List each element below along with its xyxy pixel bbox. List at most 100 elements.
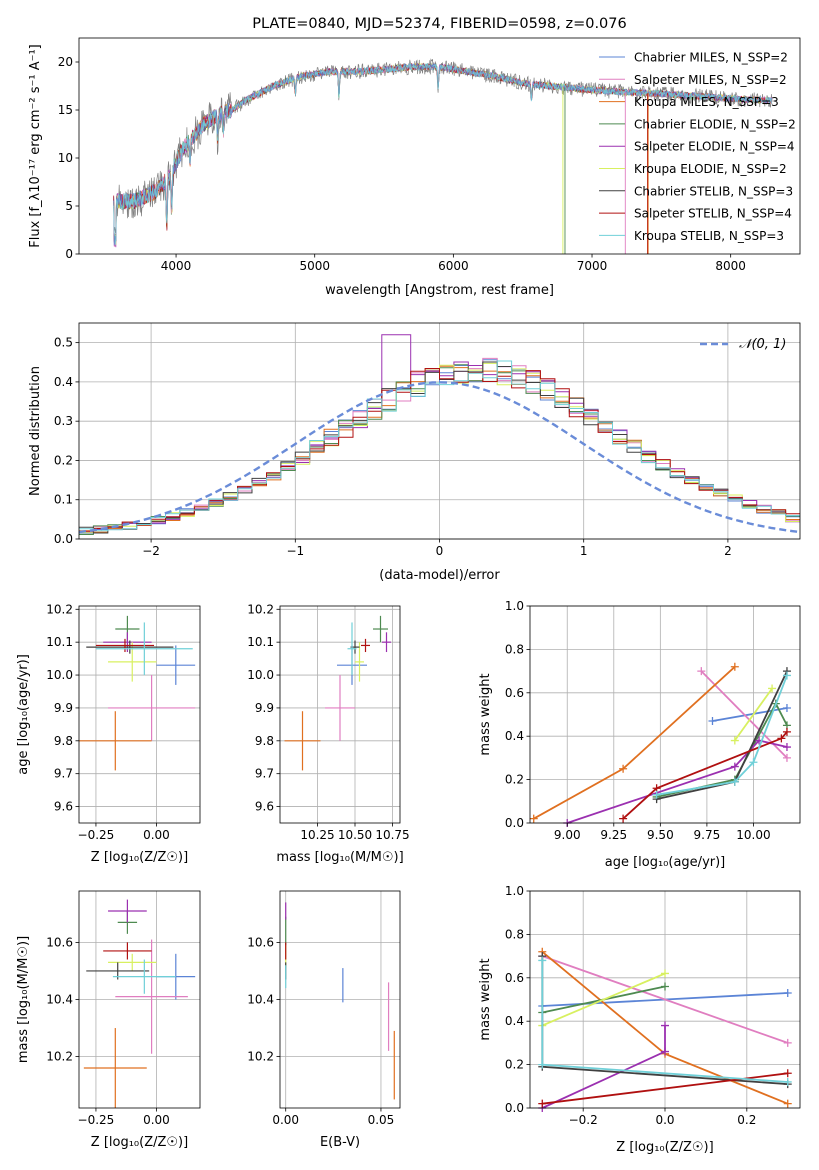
y-tick-label: 10.0 xyxy=(247,668,274,682)
x-tick-label: 0.00 xyxy=(143,1113,170,1127)
chart-age_vs_Z: −0.25 0.00 9.6 9.7 9.8 9.9 10.0 10.1 10.2 Z [log₁… xyxy=(16,602,201,865)
y-tick-label: 10.2 xyxy=(247,1050,274,1064)
x-axis-label: age [log₁₀(age/yr)] xyxy=(605,855,726,870)
y-tick-label: 9.8 xyxy=(255,734,274,748)
x-tick-label: 10.75 xyxy=(375,828,409,842)
y-tick-label: 9.6 xyxy=(54,800,73,814)
x-axis-label: (data-model)/error xyxy=(379,568,500,583)
y-tick-label: 0.4 xyxy=(505,1014,524,1028)
series-marker-kroupa_miles xyxy=(619,764,628,773)
y-axis-label: mass [log₁₀(M/M☉)] xyxy=(16,936,31,1063)
series-marker-chabrier_elodie xyxy=(661,982,669,991)
y-tick-label: 9.7 xyxy=(255,767,274,781)
chart-mass_vs_EBV: 0.00 0.05 10.2 10.4 10.6 E(B-V) xyxy=(247,890,401,1150)
x-tick-label: 0.2 xyxy=(737,1113,756,1127)
y-tick-label: 0.4 xyxy=(54,375,73,389)
series-marker-salpeter_miles xyxy=(783,1038,792,1047)
y-tick-label: 0 xyxy=(65,247,73,261)
x-axis-label: wavelength [Angstrom, rest frame] xyxy=(325,283,554,298)
x-tick-label: 0.00 xyxy=(272,1113,299,1127)
x-tick-label: 8000 xyxy=(715,259,746,273)
legend-label: Salpeter STELIB, N_SSP=4 xyxy=(634,207,792,221)
y-tick-label: 10.2 xyxy=(46,1050,73,1064)
x-axis-label: Z [log₁₀(Z/Z☉)] xyxy=(91,850,188,865)
x-tick-label: 7000 xyxy=(577,259,608,273)
x-tick-label: 2 xyxy=(724,544,732,558)
y-axis-label: Flux [f_λ10⁻¹⁷ erg cm⁻² s⁻¹ A⁻¹] xyxy=(28,44,43,248)
x-tick-label: 5000 xyxy=(299,259,330,273)
series-line-kroupa_elodie xyxy=(734,687,773,742)
series-marker-chabrier_miles xyxy=(782,703,791,712)
histogram-salpeter_stelib xyxy=(79,368,800,532)
series-marker-salpeter_stelib xyxy=(777,734,786,743)
series-marker-chabrier_miles xyxy=(783,988,792,997)
y-tick-label: 10.4 xyxy=(247,993,274,1007)
y-tick-label: 10.4 xyxy=(46,993,73,1007)
y-tick-label: 0.0 xyxy=(54,532,73,546)
y-tick-label: 0.5 xyxy=(54,336,73,350)
series-marker-salpeter_stelib xyxy=(619,814,628,823)
series-line-chabrier_elodie xyxy=(656,701,788,798)
x-tick-label: 10.50 xyxy=(338,828,372,842)
series-marker-kroupa_stelib xyxy=(652,790,661,799)
model-spectrum-salpeter_stelib xyxy=(113,63,773,242)
chart-title: PLATE=0840, MJD=52374, FIBERID=0598, z=0… xyxy=(252,16,626,32)
y-tick-label: 9.9 xyxy=(54,701,73,715)
series-marker-salpeter_elodie xyxy=(661,1021,669,1030)
y-axis-label: mass weight xyxy=(478,673,493,755)
x-tick-label: −2 xyxy=(142,544,160,558)
chart-spectrum: 4000 5000 6000 7000 8000 0 5 10 15 20 PLATE=0840, … xyxy=(28,16,801,298)
histogram-kroupa_stelib xyxy=(79,360,800,532)
series-marker-kroupa_elodie xyxy=(661,969,669,978)
y-tick-label: 0.6 xyxy=(505,686,524,700)
series-marker-kroupa_stelib xyxy=(783,1077,792,1086)
x-tick-label: 4000 xyxy=(161,259,192,273)
legend-label: Chabrier MILES, N_SSP=2 xyxy=(634,51,788,65)
x-axis-label: E(B-V) xyxy=(320,1135,360,1150)
y-tick-label: 0.8 xyxy=(505,927,524,941)
y-tick-label: 0.4 xyxy=(505,729,524,743)
legend-label: Chabrier STELIB, N_SSP=3 xyxy=(634,184,793,198)
x-axis-label: Z [log₁₀(Z/Z☉)] xyxy=(91,1135,188,1150)
x-tick-label: 0 xyxy=(436,544,444,558)
histogram-salpeter_elodie xyxy=(79,334,800,533)
legend-label: Kroupa MILES, N_SSP=3 xyxy=(634,95,779,109)
x-tick-label: 0.00 xyxy=(143,828,170,842)
chart-weight_vs_age: 9.00 9.25 9.50 9.75 10.00 0.0 0.2 0.4 0.6 0.8 1.0 a… xyxy=(478,599,801,870)
series-line-kroupa_elodie xyxy=(541,972,666,1027)
y-tick-label: 0.2 xyxy=(54,453,73,467)
legend-label-normal: 𝒩(0, 1) xyxy=(739,337,786,352)
y-tick-label: 10.6 xyxy=(46,935,73,949)
y-tick-label: 9.6 xyxy=(255,800,274,814)
y-tick-label: 9.9 xyxy=(255,701,274,715)
x-tick-label: −0.25 xyxy=(78,1113,115,1127)
series-marker-chabrier_miles xyxy=(708,717,717,726)
series-marker-kroupa_miles xyxy=(783,1099,792,1108)
y-tick-label: 9.8 xyxy=(54,734,73,748)
y-tick-label: 10.1 xyxy=(46,635,73,649)
y-tick-label: 0.2 xyxy=(505,773,524,787)
series-line-salpeter_stelib xyxy=(622,731,788,820)
y-tick-label: 0.3 xyxy=(54,414,73,428)
x-tick-label: 6000 xyxy=(438,259,469,273)
chart-residuals: −2 −1 0 1 2 0.0 0.1 0.2 0.3 0.4 0.5 𝒩(0, 1) (data-mo… xyxy=(28,322,801,583)
y-tick-label: 10 xyxy=(58,151,73,165)
series-line-salpeter_elodie xyxy=(566,739,788,824)
series-marker-salpeter_miles xyxy=(697,667,706,676)
y-tick-label: 20 xyxy=(58,55,73,69)
normal-reference-curve xyxy=(78,381,801,534)
axes-frame xyxy=(78,605,201,824)
y-tick-label: 0.2 xyxy=(505,1058,524,1072)
x-tick-label: 9.25 xyxy=(600,828,627,842)
x-tick-label: 10.25 xyxy=(300,828,334,842)
y-tick-label: 0.0 xyxy=(505,816,524,830)
legend: Chabrier MILES, N_SSP=2 Salpeter MILES, N… xyxy=(599,51,796,243)
series-marker-salpeter_elodie xyxy=(782,743,791,752)
axes-frame xyxy=(529,605,801,824)
series-marker-salpeter_stelib xyxy=(538,1099,547,1108)
spectrum-layer xyxy=(113,58,773,254)
x-axis-label: Z [log₁₀(Z/Z☉)] xyxy=(616,1140,713,1155)
series-marker-salpeter_stelib xyxy=(782,727,791,736)
series-marker-salpeter_miles xyxy=(782,753,791,762)
y-tick-label: 1.0 xyxy=(505,884,524,898)
